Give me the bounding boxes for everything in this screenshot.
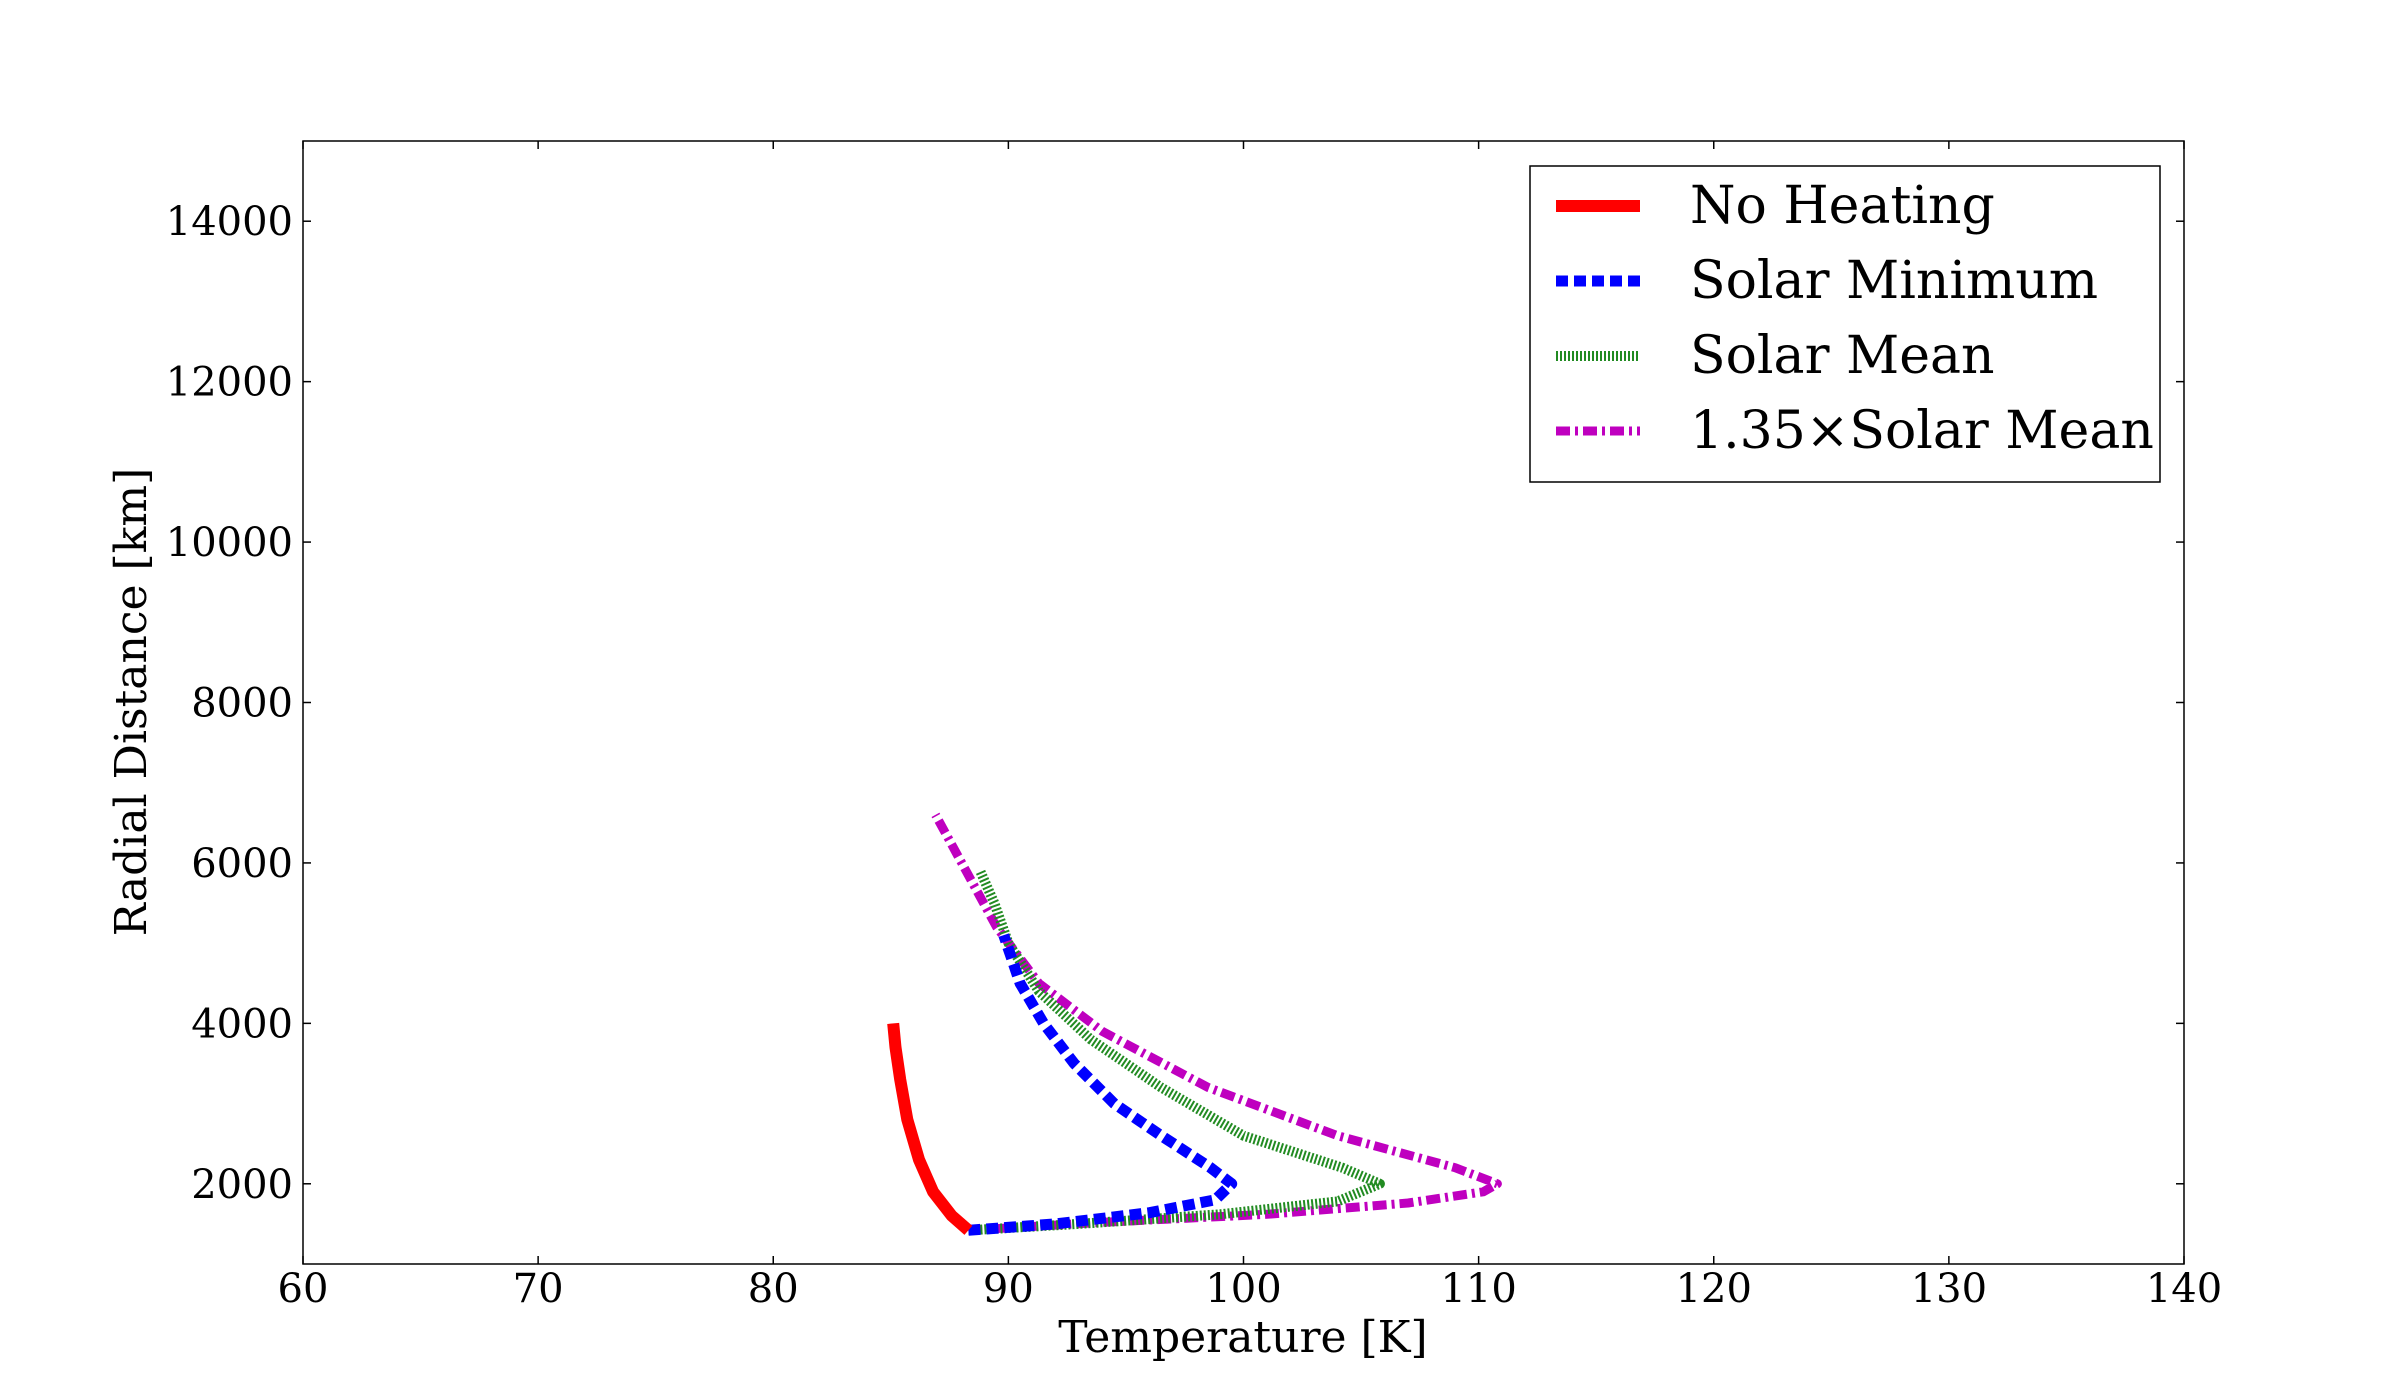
y-tick-label: 2000 [191,1162,293,1208]
x-tick-label: 110 [1440,1266,1516,1312]
x-tick-label: 70 [513,1266,564,1312]
y-tick-label: 4000 [191,1001,293,1047]
x-tick-label: 100 [1205,1266,1281,1312]
x-tick-label: 140 [2146,1266,2222,1312]
y-tick-label: 8000 [191,681,293,727]
legend-label: Solar Mean [1690,326,1994,386]
y-tick-label: 14000 [166,199,293,245]
x-tick-label: 130 [1911,1266,1987,1312]
x-tick-label: 120 [1676,1266,1752,1312]
legend: No Heating Solar Minimum Solar Mean 1.35×So… [1529,165,2161,483]
series-layer [887,812,1502,1236]
tick-layer: 60 70 80 90 100 110 120 130 140 2000 4000 6000 8000 1… [166,141,2222,1312]
legend-label: 1.35×Solar Mean [1690,401,2154,461]
y-tick-label: 10000 [166,520,293,566]
legend-label: No Heating [1690,176,1995,236]
series-line-no-heating [887,1022,973,1235]
x-axis-title: Temperature [K] [1058,1312,1427,1363]
legend-box [1529,165,2161,483]
series-line-solar-minimum [967,933,1238,1236]
x-tick-label: 80 [748,1266,799,1312]
series-line-solar-mean [968,868,1385,1236]
y-axis-title: Radial Distance [km] [106,468,157,936]
y-tick-label: 12000 [166,360,293,406]
x-tick-label: 60 [278,1266,329,1312]
legend-label: Solar Minimum [1690,251,2098,311]
y-tick-label: 6000 [191,841,293,887]
x-tick-label: 90 [983,1266,1034,1312]
